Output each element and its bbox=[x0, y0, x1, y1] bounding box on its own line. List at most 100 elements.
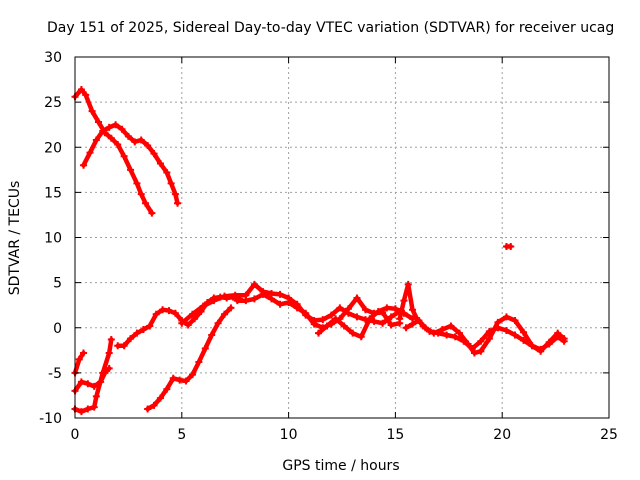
data-point bbox=[327, 311, 335, 319]
data-point bbox=[233, 297, 241, 305]
data-point bbox=[107, 335, 115, 343]
data-point bbox=[178, 319, 186, 327]
grid-lines bbox=[75, 57, 609, 418]
data-point bbox=[285, 298, 293, 306]
data-point bbox=[408, 320, 416, 328]
data-point bbox=[84, 405, 92, 413]
series-low-track-d bbox=[114, 293, 243, 350]
data-point bbox=[82, 91, 90, 99]
data-point bbox=[396, 315, 404, 323]
data-point bbox=[477, 337, 485, 345]
data-point bbox=[133, 179, 141, 187]
data-point bbox=[99, 369, 107, 377]
data-point bbox=[537, 347, 545, 355]
data-point bbox=[477, 347, 485, 355]
axes: 0 5 10 15 20 25 -10 -5 0 5 10 15 20 25 30 bbox=[39, 50, 618, 443]
data-point bbox=[268, 295, 276, 303]
data-point bbox=[165, 307, 173, 315]
data-point bbox=[520, 336, 528, 344]
data-point bbox=[77, 85, 85, 93]
data-point bbox=[400, 297, 408, 305]
x-axis-label: GPS time / hours bbox=[282, 458, 399, 474]
data-point bbox=[150, 150, 158, 158]
series-low-track-c bbox=[71, 335, 115, 416]
data-point bbox=[443, 331, 451, 339]
data-series bbox=[71, 85, 568, 416]
data-point bbox=[201, 345, 209, 353]
data-point bbox=[276, 300, 284, 308]
data-point bbox=[195, 358, 203, 366]
data-point bbox=[137, 190, 145, 198]
data-point bbox=[383, 304, 391, 312]
x-tick-label: 25 bbox=[600, 427, 618, 443]
data-point bbox=[447, 322, 455, 330]
data-point bbox=[114, 342, 122, 350]
data-point bbox=[90, 403, 98, 411]
data-point bbox=[146, 322, 154, 330]
data-point bbox=[464, 340, 472, 348]
data-point bbox=[242, 297, 250, 305]
x-tick-label: 10 bbox=[280, 427, 298, 443]
plot-frame bbox=[74, 56, 610, 419]
data-point bbox=[80, 161, 88, 169]
data-point bbox=[159, 306, 167, 314]
y-axis-label: SDTVAR / TECUs bbox=[7, 181, 23, 296]
data-point bbox=[415, 317, 423, 325]
data-point bbox=[184, 321, 192, 329]
series-right-track-a bbox=[396, 280, 568, 353]
data-point bbox=[148, 209, 156, 217]
data-point bbox=[150, 401, 158, 409]
data-point bbox=[374, 308, 382, 316]
data-point bbox=[112, 121, 120, 129]
data-point bbox=[156, 159, 164, 167]
x-tick-label: 20 bbox=[493, 427, 511, 443]
chart-title: Day 151 of 2025, Sidereal Day-to-day VTE… bbox=[47, 20, 614, 36]
data-point bbox=[141, 199, 149, 207]
y-tick-label: 5 bbox=[53, 276, 62, 292]
data-point bbox=[545, 338, 553, 346]
data-point bbox=[554, 329, 562, 337]
data-point bbox=[379, 319, 387, 327]
data-point bbox=[188, 371, 196, 379]
data-point bbox=[94, 118, 102, 126]
data-point bbox=[90, 382, 98, 390]
x-tick-label: 0 bbox=[71, 427, 80, 443]
data-point bbox=[84, 380, 92, 388]
y-tick-label: 15 bbox=[44, 185, 62, 201]
y-tick-label: 20 bbox=[44, 140, 62, 156]
data-point bbox=[182, 377, 190, 385]
x-tick-label: 5 bbox=[177, 427, 186, 443]
data-point bbox=[494, 318, 502, 326]
data-point bbox=[199, 302, 207, 310]
data-point bbox=[353, 313, 361, 321]
data-point bbox=[387, 313, 395, 321]
data-point bbox=[430, 329, 438, 337]
series-mid-track-c bbox=[315, 304, 416, 341]
data-point bbox=[221, 292, 229, 300]
data-point bbox=[511, 317, 519, 325]
series-mid-track-a bbox=[178, 280, 404, 327]
data-point bbox=[174, 199, 182, 207]
data-point bbox=[361, 306, 369, 314]
data-point bbox=[451, 333, 459, 341]
data-point bbox=[221, 310, 229, 318]
data-point bbox=[293, 304, 301, 312]
data-point bbox=[99, 127, 107, 135]
data-point bbox=[88, 107, 96, 115]
data-point bbox=[124, 132, 132, 140]
data-point bbox=[163, 385, 171, 393]
data-point bbox=[438, 326, 446, 334]
data-point bbox=[133, 329, 141, 337]
data-point bbox=[105, 349, 113, 357]
y-tick-label: -10 bbox=[39, 411, 62, 427]
data-point bbox=[139, 326, 147, 334]
data-point bbox=[421, 324, 429, 332]
data-point bbox=[357, 333, 365, 341]
data-point bbox=[520, 328, 528, 336]
data-point bbox=[391, 305, 399, 313]
data-point bbox=[120, 152, 128, 160]
data-point bbox=[167, 179, 175, 187]
data-point bbox=[171, 309, 179, 317]
data-point bbox=[340, 322, 348, 330]
data-point bbox=[191, 315, 199, 323]
